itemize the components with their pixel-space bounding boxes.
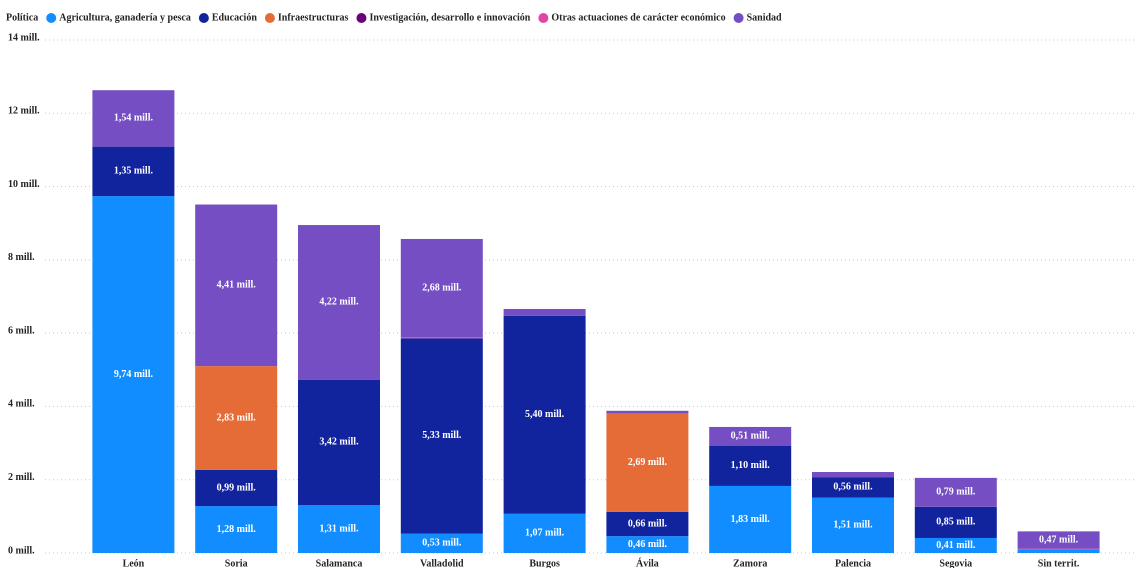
legend-marker: [198, 13, 209, 23]
bar-segment: [812, 472, 894, 478]
bar-segment: [400, 337, 483, 339]
legend-label: Educación: [212, 12, 257, 23]
legend-title: Política: [6, 12, 38, 23]
data-label: 0,79 mill.: [936, 487, 976, 498]
data-label: 1,51 mill.: [833, 520, 873, 531]
bar-segment: [606, 511, 689, 537]
data-label: 3,42 mill.: [319, 437, 359, 448]
data-label: 4,41 mill.: [217, 280, 257, 291]
bar-segment: [400, 238, 483, 338]
bar-segment: [92, 90, 175, 147]
bar-segment: [298, 225, 380, 380]
bar-segment: [92, 146, 175, 197]
bar-segment: [914, 506, 997, 538]
legend-marker: [733, 13, 744, 23]
data-label: 2,83 mill.: [217, 412, 257, 423]
bar-segment: [709, 445, 792, 486]
data-label: 1,28 mill.: [217, 524, 257, 535]
bar-segment: [812, 497, 894, 553]
legend-label: Agricultura, ganadería y pesca: [59, 12, 191, 23]
x-tick-label: Zamora: [733, 558, 767, 568]
data-label: 0,85 mill.: [936, 517, 976, 528]
data-label: 5,40 mill.: [525, 409, 565, 420]
bar-segment: [709, 485, 792, 553]
legend-marker: [538, 13, 549, 23]
data-label: 0,66 mill.: [628, 518, 668, 529]
bar-segment: [606, 413, 689, 512]
y-tick-label: 14 mill.: [8, 32, 40, 43]
bar-segment: [195, 366, 278, 470]
bar-segment: [709, 426, 792, 446]
data-label: 0,46 mill.: [628, 539, 668, 550]
bar-segment: [195, 204, 278, 367]
data-label: 0,56 mill.: [833, 482, 873, 493]
legend-label: Sanidad: [747, 12, 782, 23]
bar-segment: [812, 477, 894, 498]
x-tick-label: León: [123, 558, 145, 568]
x-tick-label: Soria: [225, 558, 248, 568]
data-label: 1,35 mill.: [114, 166, 154, 177]
x-tick-label: Salamanca: [316, 558, 363, 568]
bar-segment: [1017, 531, 1100, 549]
data-label: 4,22 mill.: [319, 297, 359, 308]
legend-marker: [356, 13, 367, 23]
y-tick-label: 0 mill.: [8, 545, 35, 556]
bar-segment: [92, 196, 175, 553]
y-tick-label: 8 mill.: [8, 252, 35, 263]
bar-segment: [503, 315, 586, 514]
bar-segment: [1017, 549, 1100, 553]
bar-segment: [606, 536, 689, 553]
bar-segment: [606, 410, 689, 414]
data-label: 1,83 mill.: [731, 514, 771, 525]
data-label: 1,07 mill.: [525, 528, 565, 539]
bar-segment: [400, 338, 483, 534]
data-label: 1,31 mill.: [319, 523, 359, 534]
x-tick-label: Valladolid: [420, 558, 464, 568]
data-label: 1,10 mill.: [731, 460, 771, 471]
data-label: 0,51 mill.: [731, 431, 771, 442]
bar-segment: [914, 537, 997, 553]
y-tick-label: 10 mill.: [8, 179, 40, 190]
data-label: 0,47 mill.: [1039, 534, 1079, 545]
bar-segment: [400, 533, 483, 553]
y-tick-label: 12 mill.: [8, 106, 40, 117]
bar-segment: [503, 513, 586, 553]
data-label: 0,99 mill.: [217, 482, 257, 493]
legend-label: Infraestructuras: [278, 12, 349, 23]
data-label: 0,41 mill.: [936, 540, 976, 551]
bar-segment: [1017, 548, 1100, 550]
data-label: 2,69 mill.: [628, 457, 668, 468]
data-label: 5,33 mill.: [422, 430, 462, 441]
bar-segment: [503, 308, 586, 316]
legend-marker: [46, 13, 57, 23]
x-tick-label: Ávila: [636, 557, 659, 568]
data-label: 9,74 mill.: [114, 369, 154, 380]
bar-segment: [195, 506, 278, 553]
x-tick-label: Palencia: [835, 558, 871, 568]
y-tick-label: 4 mill.: [8, 399, 35, 410]
legend-marker: [264, 13, 275, 23]
x-tick-label: Segovia: [939, 558, 972, 568]
y-tick-label: 6 mill.: [8, 325, 35, 336]
bar-segment: [914, 477, 997, 507]
bar-segment: [298, 379, 380, 505]
legend-label: Otras actuaciones de carácter económico: [551, 12, 725, 23]
data-label: 0,53 mill.: [422, 538, 462, 549]
bar-segment: [298, 504, 380, 553]
data-label: 2,68 mill.: [422, 282, 462, 293]
legend-label: Investigación, desarrollo e innovación: [369, 12, 530, 23]
bar-segment: [195, 469, 278, 507]
data-label: 1,54 mill.: [114, 113, 154, 124]
y-tick-label: 2 mill.: [8, 472, 35, 483]
x-tick-label: Sin territ.: [1038, 558, 1080, 568]
x-tick-label: Burgos: [529, 558, 560, 568]
